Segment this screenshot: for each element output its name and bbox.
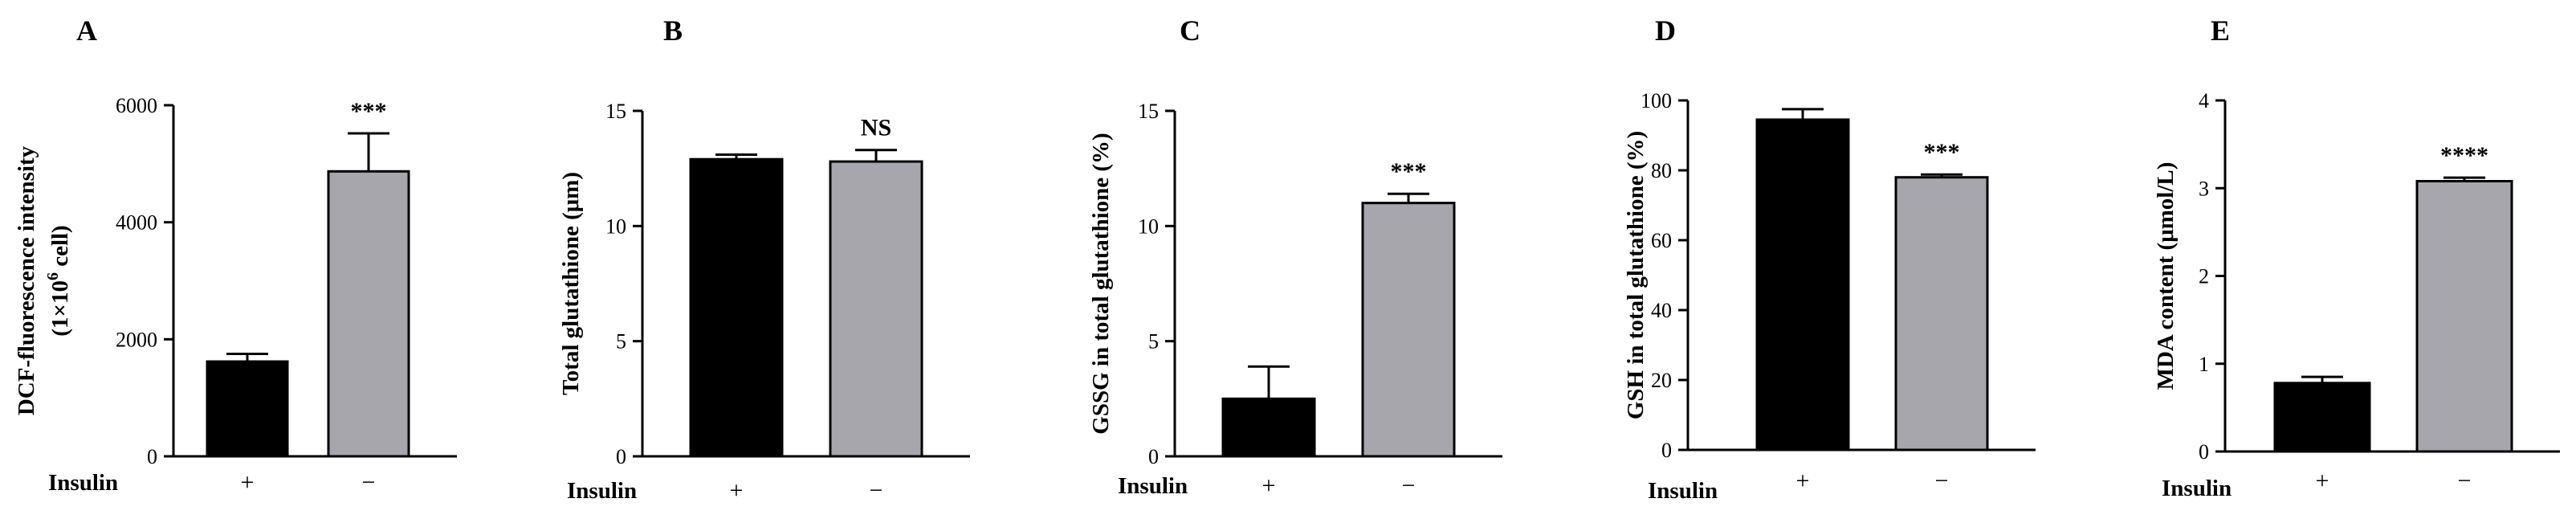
x-category-label: + — [730, 477, 744, 504]
y-tick-label: 80 — [1651, 159, 1672, 182]
y-tick-label: 4000 — [116, 211, 157, 235]
y-tick-label: 10 — [1138, 215, 1159, 238]
significance-label: NS — [861, 115, 891, 141]
bar — [2415, 180, 2513, 453]
x-category-label: − — [870, 477, 883, 504]
group-label-insulin: Insulin — [567, 478, 637, 504]
x-category-label: − — [2458, 468, 2472, 494]
x-category-label: + — [1796, 468, 1810, 494]
bar — [1755, 118, 1850, 451]
x-category-label: + — [2316, 468, 2329, 494]
group-label-insulin: Insulin — [48, 470, 118, 496]
y-tick-label: 15 — [1138, 100, 1159, 123]
y-axis-label: GSH in total glutathione (%) — [1623, 131, 1649, 419]
x-category-label: + — [241, 469, 255, 496]
bar — [206, 360, 289, 458]
y-tick-label: 0 — [616, 445, 626, 468]
x-category-label: − — [1402, 472, 1416, 499]
y-tick-label: 0 — [2199, 440, 2209, 464]
y-tick-label: 10 — [605, 215, 626, 238]
y-tick-label: 100 — [1641, 89, 1672, 112]
bar — [1221, 397, 1316, 458]
y-tick-label: 5 — [616, 330, 626, 353]
x-category-label: + — [1262, 472, 1276, 499]
bar — [1361, 202, 1456, 458]
y-axis-label-superscript: 6 — [44, 272, 62, 280]
y-axis-label-part: (1×10 — [47, 280, 73, 337]
panel-e: E 0 1 2 3 4 MDA content (μmol/L) + **** − Insulin — [2153, 14, 2560, 501]
significance-label: *** — [1391, 158, 1427, 185]
y-axis-label: MDA content (μmol/L) — [2153, 162, 2179, 390]
group-label-insulin: Insulin — [1648, 478, 1718, 504]
y-axis-label: DCF-fluorescence intensity — [14, 145, 39, 415]
bar — [1894, 176, 1989, 451]
y-tick-label: 6000 — [116, 94, 157, 117]
panel-c: C 0 5 10 15 GSSG in total glutathione (%) + ***… — [1088, 14, 1502, 499]
y-tick-label: 3 — [2199, 177, 2209, 200]
x-category-label: − — [362, 469, 376, 496]
y-tick-label: 40 — [1651, 299, 1672, 322]
significance-label: *** — [1924, 139, 1960, 165]
y-axis-label-part: cell) — [47, 225, 73, 272]
y-tick-label: 0 — [147, 445, 157, 468]
panel-letter: C — [1180, 14, 1200, 47]
x-category-label: − — [1935, 468, 1949, 494]
panel-d: D 0 20 40 60 80 100 GSH in total glutathione (%… — [1623, 14, 2036, 504]
panel-b: B 0 5 10 15 Total glutathione (μm) + NS − Insulin — [558, 14, 970, 504]
y-axis-label-unit: (1×106 cell) — [44, 225, 73, 336]
y-tick-label: 2 — [2199, 265, 2209, 288]
y-axis-label: Total glutathione (μm) — [558, 172, 584, 395]
panel-a: A 0 2000 4000 6000 DCF-fluorescence intensity… — [14, 14, 457, 496]
y-axis-label: GSSG in total glutathione (%) — [1088, 133, 1114, 434]
y-tick-label: 15 — [605, 100, 626, 123]
bar — [327, 170, 410, 458]
panel-letter: E — [2211, 14, 2230, 47]
panel-letter: D — [1655, 14, 1676, 47]
y-tick-label: 2000 — [116, 328, 157, 351]
significance-label: *** — [351, 98, 387, 125]
significance-label: **** — [2440, 142, 2488, 169]
y-tick-label: 0 — [1661, 439, 1672, 462]
bar — [2273, 382, 2371, 453]
panel-letter: B — [663, 14, 683, 47]
group-label-insulin: Insulin — [2162, 476, 2232, 501]
y-tick-label: 0 — [1148, 445, 1159, 468]
y-tick-label: 20 — [1651, 369, 1672, 392]
group-label-insulin: Insulin — [1118, 473, 1188, 499]
bar — [829, 160, 923, 458]
panel-letter: A — [76, 14, 97, 47]
y-tick-label: 5 — [1148, 330, 1159, 353]
y-tick-label: 4 — [2199, 89, 2209, 112]
bar — [689, 157, 784, 458]
y-tick-label: 60 — [1651, 229, 1672, 252]
y-tick-label: 1 — [2199, 353, 2209, 376]
